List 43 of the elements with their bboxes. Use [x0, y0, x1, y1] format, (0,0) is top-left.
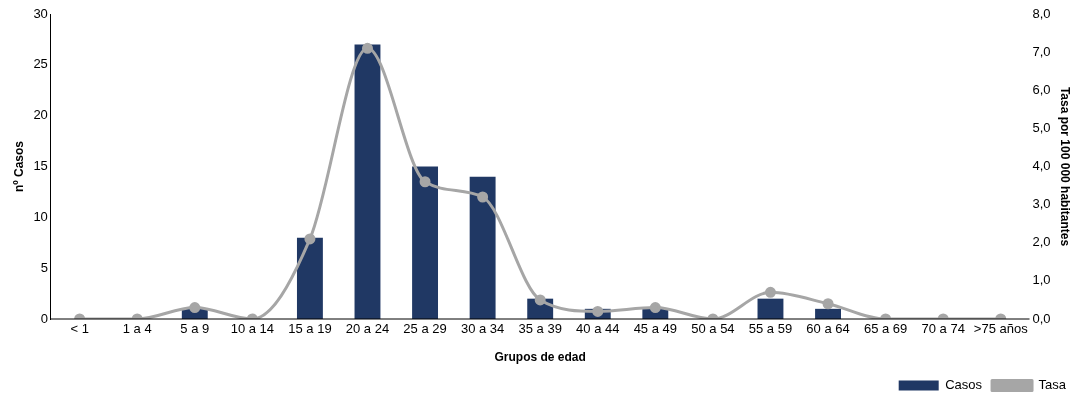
y2-tick-label: 5,0	[1032, 119, 1051, 135]
x-tick-label: 65 a 69	[863, 321, 908, 337]
x-tick-label: 70 a 74	[921, 321, 965, 337]
y-tick-label: 5	[40, 259, 48, 275]
x-axis-title: Grupos de edad	[494, 350, 586, 365]
y-tick-label: 15	[33, 158, 48, 174]
y-tick-label: 20	[33, 107, 48, 123]
y-tick-label: 0	[40, 310, 48, 326]
x-tick-label: < 1	[70, 321, 89, 337]
x-tick-label: 35 a 39	[518, 321, 562, 337]
y2-tick-label: 6,0	[1032, 81, 1051, 97]
x-tick-label: 25 a 29	[403, 321, 447, 337]
legend-label: Casos	[945, 377, 983, 393]
bar	[757, 298, 784, 319]
y2-tick-label: 2,0	[1032, 234, 1051, 250]
legend-label: Tasa	[1038, 377, 1067, 393]
y-tick-label: 30	[33, 5, 48, 21]
y2-tick-label: 3,0	[1032, 196, 1051, 212]
y2-tick-label: 8,0	[1032, 5, 1051, 21]
x-tick-label: 30 a 34	[460, 321, 505, 337]
bar	[296, 237, 323, 319]
x-tick-label: 20 a 24	[345, 321, 390, 337]
x-tick-label: 40 a 44	[576, 321, 620, 337]
y2-tick-label: 4,0	[1032, 158, 1051, 174]
y-tick-label: 25	[33, 56, 48, 72]
y-tick-label: 10	[33, 208, 48, 224]
bar	[354, 44, 381, 319]
x-tick-label: 15 a 19	[288, 321, 332, 337]
x-tick-label: >75 años	[973, 321, 1029, 337]
y-axis-title: nº Casos	[11, 140, 26, 193]
x-tick-label: 10 a 14	[230, 321, 275, 337]
bar	[412, 166, 439, 319]
bar	[469, 176, 496, 319]
x-tick-label: 5 a 9	[180, 321, 210, 337]
x-tick-label: 45 a 49	[633, 321, 678, 337]
x-tick-label: 60 a 64	[806, 321, 850, 337]
y2-tick-label: 7,0	[1032, 43, 1051, 59]
y2-tick-label: 1,0	[1032, 272, 1051, 288]
x-tick-label: 50 a 54	[691, 321, 735, 337]
y2-tick-label: 0,0	[1032, 310, 1051, 326]
x-tick-label: 1 a 4	[122, 321, 152, 337]
x-tick-label: 55 a 59	[748, 321, 793, 337]
y2-axis-title: Tasa por 100 000 habitantes	[1058, 86, 1073, 247]
